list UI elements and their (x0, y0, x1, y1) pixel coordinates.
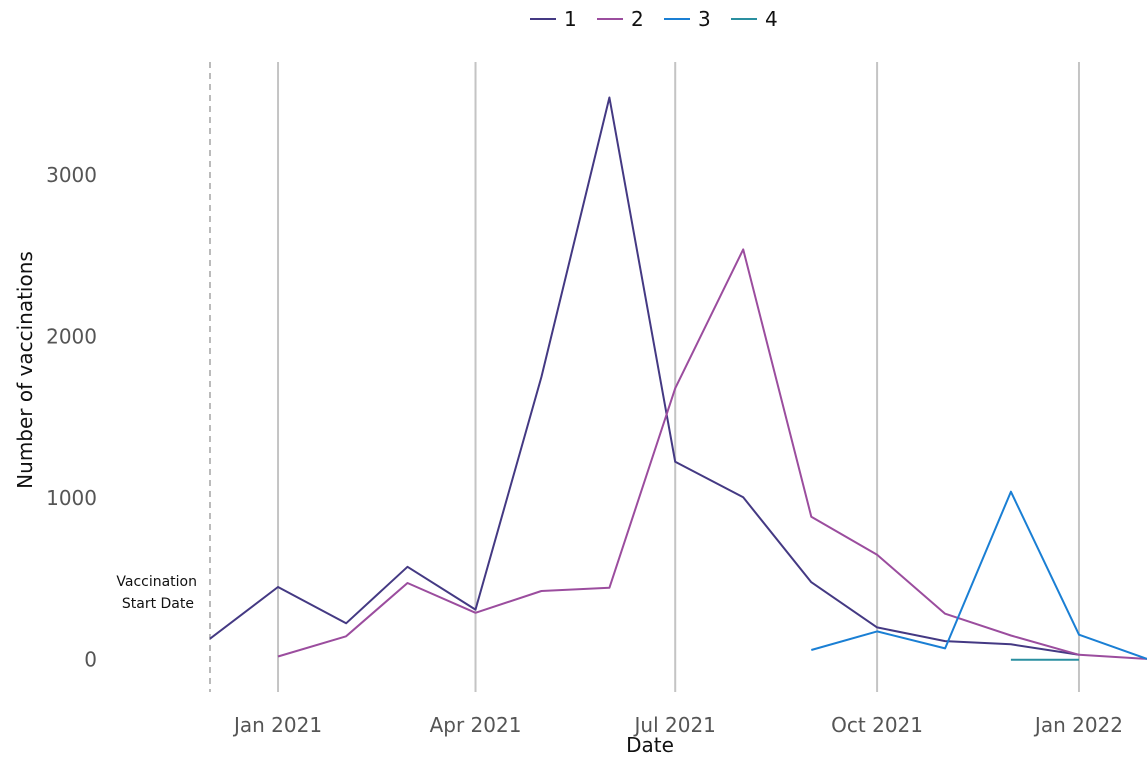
y-tick-label-1: 1000 (46, 486, 97, 510)
y-tick-label-3: 3000 (46, 163, 97, 187)
series-line-1 (209, 96, 1080, 656)
series-lines (209, 96, 1147, 661)
legend-label-1: 1 (564, 7, 577, 31)
x-tick-label-2: Jul 2021 (633, 713, 716, 737)
y-tick-label-2: 2000 (46, 325, 97, 349)
legend-label-4: 4 (765, 7, 778, 31)
y-axis-title: Number of vaccinations (13, 251, 37, 489)
x-gridlines (277, 62, 1080, 692)
series-line-2 (277, 248, 1147, 660)
y-tick-label-0: 0 (84, 648, 97, 672)
series-line-3 (811, 490, 1147, 660)
x-axis: Jan 2021 Apr 2021 Jul 2021 Oct 2021 Jan 2022 (232, 713, 1123, 737)
vaccination-start-annotation: Vaccination Start Date (116, 62, 211, 692)
x-axis-title: Date (626, 733, 674, 757)
x-tick-label-0: Jan 2021 (232, 713, 322, 737)
y-axis: 0 1000 2000 3000 (46, 163, 97, 672)
legend-label-3: 3 (698, 7, 711, 31)
x-tick-label-4: Jan 2022 (1033, 713, 1123, 737)
legend: 1 2 3 4 (530, 7, 778, 31)
vaccination-start-label-line2: Start Date (122, 596, 194, 612)
vaccination-start-label-line1: Vaccination (116, 574, 197, 590)
legend-label-2: 2 (631, 7, 644, 31)
x-tick-label-3: Oct 2021 (831, 713, 923, 737)
x-tick-label-1: Apr 2021 (430, 713, 522, 737)
